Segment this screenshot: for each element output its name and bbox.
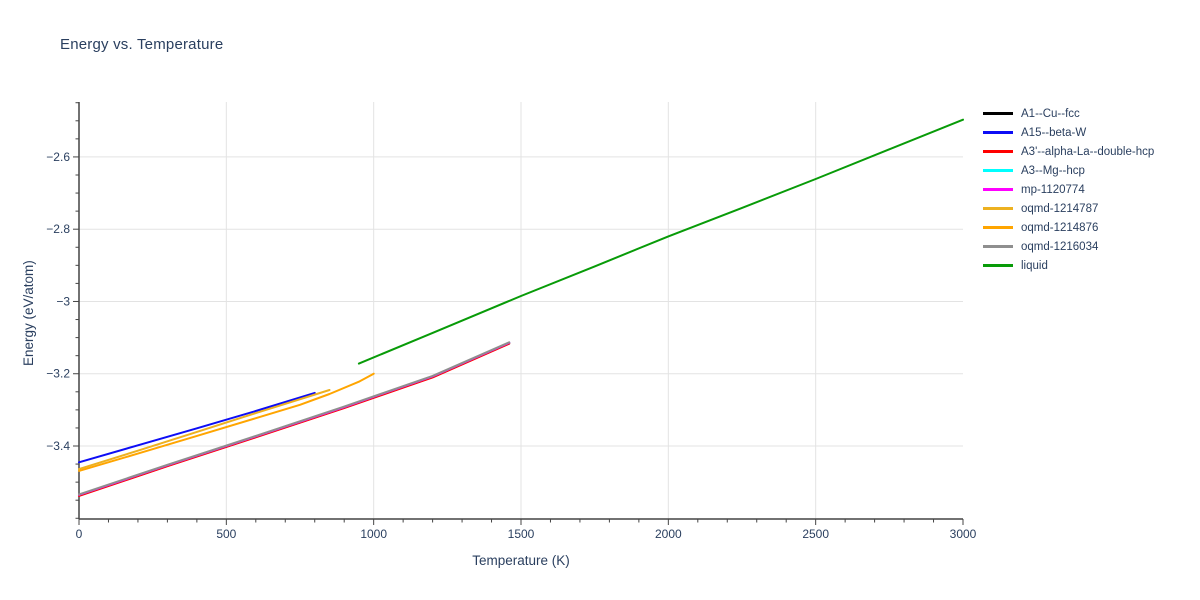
legend-label: A3'--alpha-La--double-hcp [1021,145,1155,158]
series-line-a15-beta-w [78,391,316,464]
legend-item-mp-1120774[interactable]: mp-1120774 [983,180,1154,199]
series-line-oqmd-1214787 [78,389,331,471]
legend-item-a3-mg-hcp[interactable]: A3--Mg--hcp [983,161,1154,180]
legend-label: oqmd-1214787 [1021,202,1099,215]
legend-swatch [983,112,1013,115]
legend-swatch [983,188,1013,191]
y-axis-label: Energy (eV/atom) [21,260,36,366]
chart-title: Energy vs. Temperature [60,36,224,53]
legend-swatch [983,226,1013,229]
legend-label: A1--Cu--fcc [1021,107,1080,120]
series-line-oqmd-1216034 [78,341,511,496]
x-tick-label: 0 [76,527,83,541]
legend-swatch [983,131,1013,134]
x-tick-label: 2500 [802,527,829,541]
x-axis-label: Temperature (K) [472,553,570,568]
y-tick-label: −2.6 [46,150,70,164]
x-tick-label: 3000 [950,527,977,541]
legend-item-liquid[interactable]: liquid [983,256,1154,275]
y-tick-label: −2.8 [46,222,70,236]
legend-swatch [983,264,1013,267]
y-tick-label: −3 [56,294,70,308]
x-tick-label: 1500 [508,527,535,541]
y-tick-label: −3.4 [46,439,70,453]
x-tick-label: 1000 [360,527,387,541]
legend-label: liquid [1021,259,1048,272]
legend-label: oqmd-1214876 [1021,221,1099,234]
legend-label: A3--Mg--hcp [1021,164,1085,177]
legend-item-a15-beta-w[interactable]: A15--beta-W [983,123,1154,142]
legend-label: A15--beta-W [1021,126,1087,139]
legend-swatch [983,207,1013,210]
legend-swatch [983,169,1013,172]
legend-item-oqmd-1216034[interactable]: oqmd-1216034 [983,237,1154,256]
legend-swatch [983,150,1013,153]
legend: A1--Cu--fcc A15--beta-W A3'--alpha-La--dou… [983,104,1154,275]
legend-label: mp-1120774 [1021,183,1085,196]
x-tick-label: 2000 [655,527,682,541]
series-line-liquid [357,118,964,365]
x-tick-label: 500 [216,527,236,541]
legend-item-a1-cu-fcc[interactable]: A1--Cu--fcc [983,104,1154,123]
y-tick-label: −3.2 [46,367,70,381]
series-line-oqmd-1214876 [78,372,375,472]
legend-item-oqmd-1214876[interactable]: oqmd-1214876 [983,218,1154,237]
legend-item-a3-alpha-la-double-hcp[interactable]: A3'--alpha-La--double-hcp [983,142,1154,161]
legend-item-oqmd-1214787[interactable]: oqmd-1214787 [983,199,1154,218]
legend-swatch [983,245,1013,248]
legend-label: oqmd-1216034 [1021,240,1099,253]
